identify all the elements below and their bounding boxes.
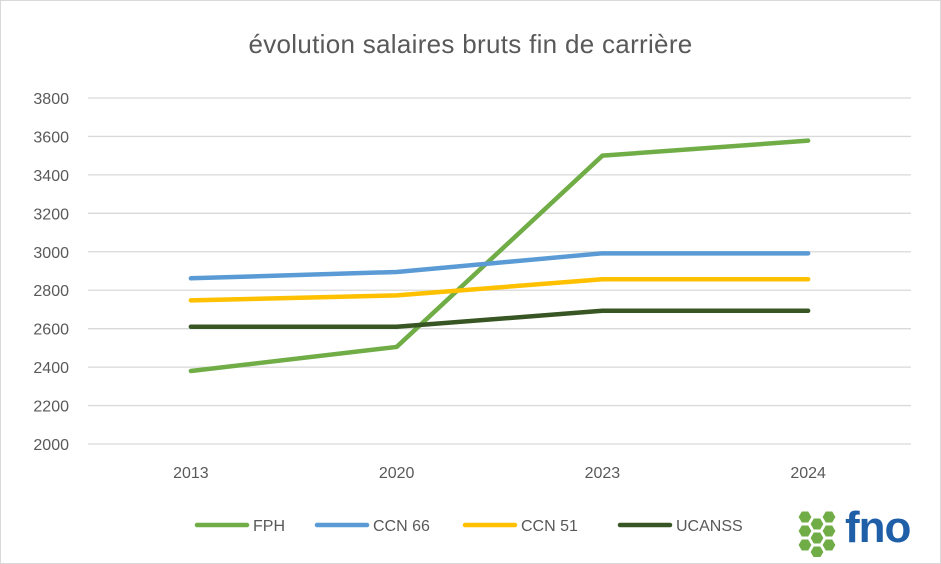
y-axis-ticks: 2000 2200 2400 2600 2800 3000 3200 3400 3600 3800 xyxy=(33,91,69,454)
hexagon xyxy=(798,511,812,523)
hexagon xyxy=(798,539,812,551)
x-tick-label: 2020 xyxy=(379,465,415,482)
series-line-ccn-51 xyxy=(188,277,811,303)
legend-label: CCN 66 xyxy=(373,518,430,535)
hexagon-cluster-icon xyxy=(798,511,836,557)
y-tick-label: 3800 xyxy=(33,91,69,108)
y-tick-label: 3600 xyxy=(33,129,69,146)
series-line-fph xyxy=(188,138,811,374)
legend-label: FPH xyxy=(253,518,285,535)
y-tick-label: 2400 xyxy=(33,360,69,377)
chart-title: évolution salaires bruts fin de carrière xyxy=(248,29,693,59)
y-tick-label: 3400 xyxy=(33,168,69,185)
hexagon xyxy=(810,532,824,544)
y-tick-label: 2800 xyxy=(33,283,69,300)
x-tick-label: 2024 xyxy=(790,465,826,482)
y-tick-label: 2000 xyxy=(33,437,69,454)
hexagon xyxy=(822,511,836,523)
legend: FPH CCN 66 CCN 51 UCANSS xyxy=(194,518,743,535)
hexagon xyxy=(810,546,824,557)
hexagon xyxy=(798,525,812,537)
series-line-ucanss xyxy=(188,308,811,329)
fno-logo: fno xyxy=(797,503,933,559)
hexagon xyxy=(822,525,836,537)
hexagon xyxy=(822,539,836,551)
x-axis-ticks: 2013 2020 2023 2024 xyxy=(173,465,826,482)
legend-label: UCANSS xyxy=(676,518,743,535)
y-tick-label: 3000 xyxy=(33,245,69,262)
logo-text: fno xyxy=(845,503,911,552)
hexagon xyxy=(810,518,824,530)
series-lines xyxy=(188,138,811,374)
series-line-ccn-66 xyxy=(188,251,811,281)
y-tick-label: 2200 xyxy=(33,399,69,416)
gridlines xyxy=(88,97,911,445)
y-tick-label: 2600 xyxy=(33,322,69,339)
y-tick-label: 3200 xyxy=(33,206,69,223)
x-tick-label: 2013 xyxy=(173,465,209,482)
legend-label: CCN 51 xyxy=(521,518,578,535)
x-tick-label: 2023 xyxy=(585,465,621,482)
